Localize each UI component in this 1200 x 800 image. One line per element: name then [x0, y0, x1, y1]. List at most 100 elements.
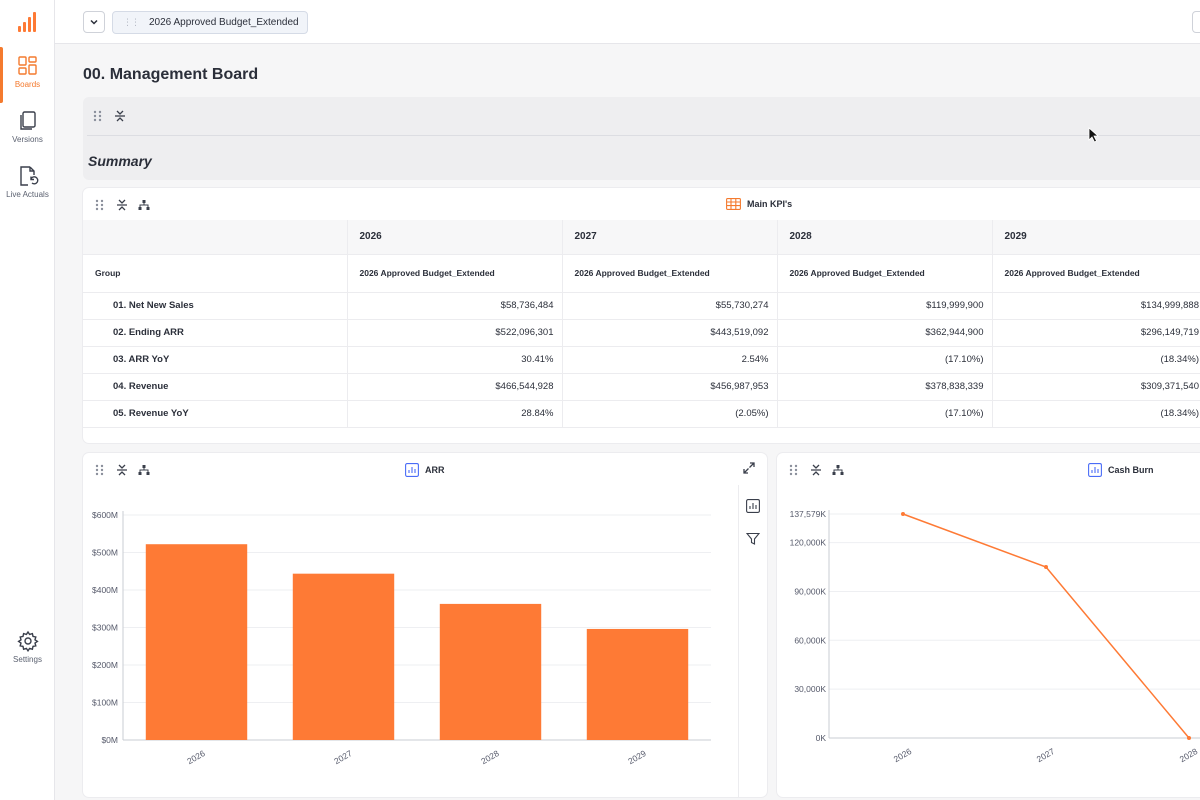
table-row[interactable]: 01. Net New Sales $58,736,484 $55,730,274 $…	[83, 292, 1200, 320]
topbar-right-button[interactable]	[1192, 11, 1200, 33]
y-tick-label: $0M	[101, 735, 118, 745]
table-cell[interactable]: (17.10%)	[776, 346, 992, 374]
arr-chart-panel: ARR $0M $100M $200M $300M $400M $500M $600M 202…	[83, 453, 767, 797]
collapse-icon[interactable]	[113, 109, 127, 123]
table-cell[interactable]: $378,838,339	[776, 373, 992, 401]
row-label: 03. ARR YoY	[83, 346, 347, 374]
table-cell[interactable]: (2.05%)	[561, 400, 777, 428]
cash-burn-line-chart: 0K 30,000K 60,000K 90,000K 120,000K 137,579K 2…	[790, 509, 1200, 764]
row-label: 04. Revenue	[83, 373, 347, 401]
drag-handle-icon[interactable]	[787, 463, 801, 477]
bar-chart-icon	[405, 463, 419, 477]
table-cell[interactable]: $362,944,900	[776, 319, 992, 347]
collapse-icon[interactable]	[809, 463, 823, 477]
cash-burn-chart-title: Cash Burn	[1088, 463, 1154, 477]
table-row[interactable]: 05. Revenue YoY 28.84% (2.05%) (17.10%) (18.…	[83, 400, 1200, 428]
bar	[292, 573, 395, 740]
sidebar: Boards Versions Live Actuals Settings	[0, 0, 55, 800]
table-cell[interactable]: $296,149,719	[991, 319, 1200, 347]
arr-chart-title: ARR	[405, 463, 445, 477]
app-logo-icon[interactable]	[16, 10, 40, 34]
x-tick-label: 2029	[626, 748, 648, 766]
row-label: 05. Revenue YoY	[83, 400, 347, 428]
sidebar-item-live-actuals[interactable]: Live Actuals	[0, 165, 55, 199]
arr-bar-chart: $0M $100M $200M $300M $400M $500M $600M 2026 202…	[92, 510, 711, 766]
y-tick-label: 137,579K	[790, 509, 827, 519]
kpi-table-panel: Main KPI's 2026 2027 2028 2029 Group 202…	[83, 188, 1200, 443]
version-chip[interactable]: ⋮⋮ 2026 Approved Budget_Extended	[112, 11, 308, 34]
top-bar: ⋮⋮ 2026 Approved Budget_Extended	[55, 0, 1200, 44]
drag-handle-icon[interactable]	[93, 463, 107, 477]
table-cell[interactable]: 2.54%	[561, 346, 777, 374]
column-header-year[interactable]: 2028	[776, 220, 992, 255]
x-tick-label: 2028	[1178, 746, 1200, 764]
sidebar-item-label: Settings	[13, 655, 42, 664]
table-cell[interactable]: (18.34%)	[991, 400, 1200, 428]
sidebar-item-settings[interactable]: Settings	[0, 630, 55, 664]
summary-section: Summary	[83, 97, 1200, 180]
table-cell[interactable]: 30.41%	[346, 346, 562, 374]
sidebar-item-boards[interactable]: Boards	[0, 47, 55, 103]
row-label: 01. Net New Sales	[83, 292, 347, 320]
table-cell[interactable]: $119,999,900	[776, 292, 992, 320]
board-dropdown-button[interactable]	[83, 11, 105, 33]
bar	[586, 628, 689, 740]
y-tick-label: 120,000K	[790, 538, 827, 548]
sidebar-item-label: Versions	[12, 135, 43, 144]
sidebar-item-versions[interactable]: Versions	[0, 110, 55, 144]
chart-type-icon[interactable]	[746, 499, 760, 513]
page-title: 00. Management Board	[83, 66, 259, 83]
drag-handle-icon[interactable]: ⋮⋮	[123, 17, 140, 27]
row-label: 02. Ending ARR	[83, 319, 347, 347]
y-tick-label: $500M	[92, 548, 118, 558]
drag-handle-icon[interactable]	[91, 109, 105, 123]
data-point	[901, 512, 905, 516]
table-row[interactable]: 02. Ending ARR $522,096,301 $443,519,092 $3…	[83, 319, 1200, 347]
mouse-cursor-icon	[1088, 127, 1100, 143]
x-tick-label: 2027	[1035, 746, 1057, 764]
drag-handle-icon[interactable]	[93, 198, 107, 212]
table-cell[interactable]: 28.84%	[346, 400, 562, 428]
y-tick-label: $400M	[92, 585, 118, 595]
hierarchy-icon[interactable]	[137, 198, 151, 212]
table-cell[interactable]: $134,999,888	[991, 292, 1200, 320]
table-cell[interactable]: $456,987,953	[561, 373, 777, 401]
kpi-table: 2026 2027 2028 2029 Group 2026 Approved …	[83, 220, 1200, 428]
live-actuals-icon	[19, 166, 38, 186]
column-header	[83, 220, 347, 255]
arr-chart-title-label: ARR	[425, 465, 445, 475]
settings-icon	[16, 630, 39, 652]
table-cell[interactable]: $443,519,092	[561, 319, 777, 347]
series-line	[902, 513, 1190, 739]
column-header-year[interactable]: 2029	[991, 220, 1200, 255]
hierarchy-icon[interactable]	[831, 463, 845, 477]
table-cell[interactable]: $466,544,928	[346, 373, 562, 401]
table-cell[interactable]: (17.10%)	[776, 400, 992, 428]
x-tick-label: 2027	[332, 748, 354, 766]
filter-icon[interactable]	[746, 532, 760, 546]
table-cell[interactable]: (18.34%)	[991, 346, 1200, 374]
x-tick-label: 2026	[892, 746, 914, 764]
expand-icon[interactable]	[743, 462, 755, 474]
table-row[interactable]: 03. ARR YoY 30.41% 2.54% (17.10%) (18.34%)	[83, 346, 1200, 374]
data-point	[1044, 565, 1048, 570]
collapse-icon[interactable]	[115, 198, 129, 212]
kpi-table-title-label: Main KPI's	[747, 199, 793, 209]
table-cell[interactable]: $309,371,540	[991, 373, 1200, 401]
column-header-scenario: 2026 Approved Budget_Extended	[776, 254, 992, 293]
chevron-down-icon	[90, 19, 98, 25]
boards-icon	[17, 56, 37, 75]
collapse-icon[interactable]	[115, 463, 129, 477]
column-header-year[interactable]: 2026	[346, 220, 562, 255]
y-tick-label: 0K	[816, 733, 827, 743]
table-cell[interactable]: $522,096,301	[346, 319, 562, 347]
kpi-table-title: Main KPI's	[726, 198, 792, 210]
column-header-year[interactable]: 2027	[561, 220, 777, 255]
table-cell[interactable]: $58,736,484	[346, 292, 562, 320]
table-cell[interactable]: $55,730,274	[561, 292, 777, 320]
table-row[interactable]: 04. Revenue $466,544,928 $456,987,953 $378,…	[83, 373, 1200, 401]
table-icon	[726, 198, 741, 210]
section-label: Summary	[88, 153, 152, 169]
y-tick-label: 30,000K	[794, 684, 826, 694]
hierarchy-icon[interactable]	[137, 463, 151, 477]
